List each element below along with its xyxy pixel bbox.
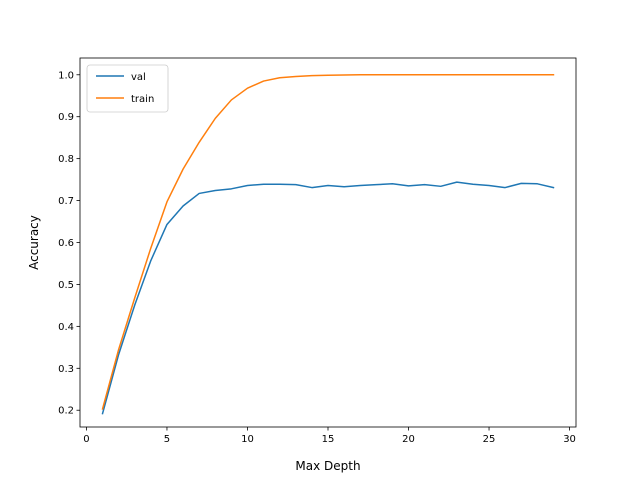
y-tick-label: 0.5 — [58, 280, 74, 291]
y-tick-label: 0.6 — [58, 238, 74, 249]
y-tick-label: 1.0 — [58, 70, 74, 81]
x-tick-label: 20 — [402, 434, 415, 445]
x-tick-label: 0 — [83, 434, 89, 445]
y-tick-label: 0.8 — [58, 154, 74, 165]
plot-area — [80, 58, 576, 427]
y-axis: 0.2 0.3 0.4 0.5 0.6 0.7 0.8 0.9 1.0 — [58, 70, 80, 417]
x-tick-label: 5 — [164, 434, 170, 445]
series-layer — [101, 74, 555, 415]
series-line-val — [101, 181, 555, 415]
x-axis: 0 5 10 15 20 25 30 — [83, 427, 576, 445]
legend-box — [86, 64, 169, 113]
y-tick-label: 0.9 — [58, 112, 74, 123]
legend-label-train: train — [131, 94, 154, 105]
x-tick-label: 10 — [241, 434, 254, 445]
y-tick-label: 0.2 — [58, 406, 74, 417]
x-tick-label: 15 — [322, 434, 335, 445]
series-line-train — [101, 74, 555, 410]
legend: val train — [86, 64, 169, 113]
y-tick-label: 0.4 — [58, 322, 74, 333]
y-axis-label: Accuracy — [27, 215, 41, 270]
y-tick-label: 0.3 — [58, 364, 74, 375]
y-tick-label: 0.7 — [58, 196, 74, 207]
x-tick-label: 25 — [483, 434, 496, 445]
x-axis-label: Max Depth — [295, 459, 360, 473]
x-tick-label: 30 — [563, 434, 576, 445]
legend-label-val: val — [131, 72, 146, 83]
